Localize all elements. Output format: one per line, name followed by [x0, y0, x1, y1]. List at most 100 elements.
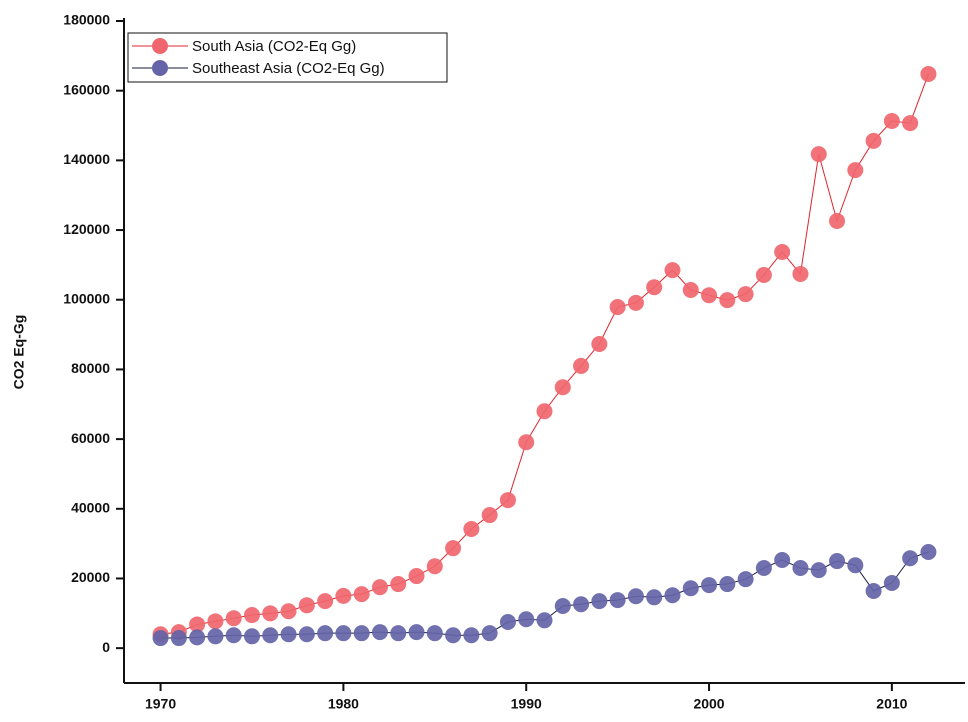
- data-point: [719, 292, 736, 309]
- data-point: [792, 265, 809, 282]
- y-tick-label: 180000: [63, 12, 110, 28]
- data-point: [189, 629, 206, 646]
- data-point: [883, 112, 900, 129]
- data-point: [225, 610, 242, 627]
- data-point: [573, 357, 590, 374]
- data-point: [280, 603, 297, 620]
- data-point: [445, 627, 462, 644]
- data-point: [463, 520, 480, 537]
- data-point: [317, 593, 334, 610]
- y-axis-label: CO2 Eq-Gg: [11, 315, 27, 390]
- data-point: [646, 589, 663, 606]
- y-tick-label: 20000: [71, 569, 110, 585]
- data-point: [499, 614, 516, 631]
- data-point: [719, 576, 736, 593]
- data-point: [609, 592, 626, 609]
- data-point: [701, 287, 718, 304]
- x-tick-label: 1980: [328, 696, 359, 712]
- data-point: [865, 132, 882, 149]
- y-tick-label: 100000: [63, 290, 110, 306]
- data-point: [774, 244, 791, 261]
- data-point: [664, 262, 681, 279]
- y-tick-label: 80000: [71, 360, 110, 376]
- x-tick-label: 2000: [693, 696, 724, 712]
- data-point: [225, 627, 242, 644]
- data-point: [701, 577, 718, 594]
- data-point: [518, 611, 535, 628]
- data-point: [481, 507, 498, 524]
- data-point: [298, 597, 315, 614]
- data-point: [499, 492, 516, 509]
- data-point: [518, 434, 535, 451]
- data-point: [920, 543, 937, 560]
- data-point: [353, 625, 370, 642]
- data-point: [609, 299, 626, 316]
- data-point: [408, 624, 425, 641]
- data-point: [810, 562, 827, 579]
- data-point: [317, 625, 334, 642]
- legend-label: Southeast Asia (CO2-Eq Gg): [192, 60, 385, 77]
- data-point: [170, 630, 187, 647]
- data-point: [280, 626, 297, 643]
- data-point: [737, 286, 754, 303]
- data-point: [481, 625, 498, 642]
- data-point: [536, 403, 553, 420]
- data-point: [646, 279, 663, 296]
- data-point: [262, 605, 279, 622]
- data-point: [152, 630, 169, 647]
- data-point: [847, 557, 864, 574]
- y-tick-label: 140000: [63, 151, 110, 167]
- data-point: [262, 627, 279, 644]
- data-point: [682, 281, 699, 298]
- data-point: [792, 560, 809, 577]
- data-point: [664, 587, 681, 604]
- data-point: [883, 575, 900, 592]
- data-point: [371, 624, 388, 641]
- data-point: [737, 571, 754, 588]
- y-tick-label: 0: [102, 639, 110, 655]
- data-point: [335, 587, 352, 604]
- legend-box: [127, 32, 448, 83]
- x-tick-label: 1990: [511, 696, 542, 712]
- data-point: [902, 550, 919, 567]
- y-tick-label: 40000: [71, 499, 110, 515]
- data-point: [554, 597, 571, 614]
- data-point: [627, 294, 644, 311]
- y-tick-label: 60000: [71, 430, 110, 446]
- data-point: [371, 579, 388, 596]
- data-point: [920, 65, 937, 82]
- data-point: [445, 540, 462, 557]
- data-point: [829, 553, 846, 570]
- data-point: [554, 379, 571, 396]
- data-point: [591, 335, 608, 352]
- data-point: [207, 613, 224, 630]
- data-point: [755, 266, 772, 283]
- data-point: [463, 627, 480, 644]
- data-point: [865, 583, 882, 600]
- legend-label: South Asia (CO2-Eq Gg): [192, 38, 356, 55]
- data-point: [810, 146, 827, 163]
- data-point: [207, 628, 224, 645]
- data-point: [536, 612, 553, 629]
- data-point: [298, 626, 315, 643]
- data-point: [755, 560, 772, 577]
- data-point: [390, 576, 407, 593]
- data-point: [627, 588, 644, 605]
- y-tick-label: 160000: [63, 81, 110, 97]
- legend-marker: [152, 60, 168, 76]
- data-point: [847, 162, 864, 179]
- data-point: [591, 593, 608, 610]
- data-point: [243, 628, 260, 645]
- x-tick-label: 1970: [145, 696, 176, 712]
- data-point: [426, 625, 443, 642]
- data-point: [390, 625, 407, 642]
- data-point: [573, 596, 590, 613]
- y-tick-label: 120000: [63, 221, 110, 237]
- legend-marker: [152, 38, 168, 54]
- data-point: [774, 552, 791, 569]
- data-point: [408, 568, 425, 585]
- data-point: [243, 607, 260, 624]
- data-point: [426, 558, 443, 575]
- data-point: [353, 586, 370, 603]
